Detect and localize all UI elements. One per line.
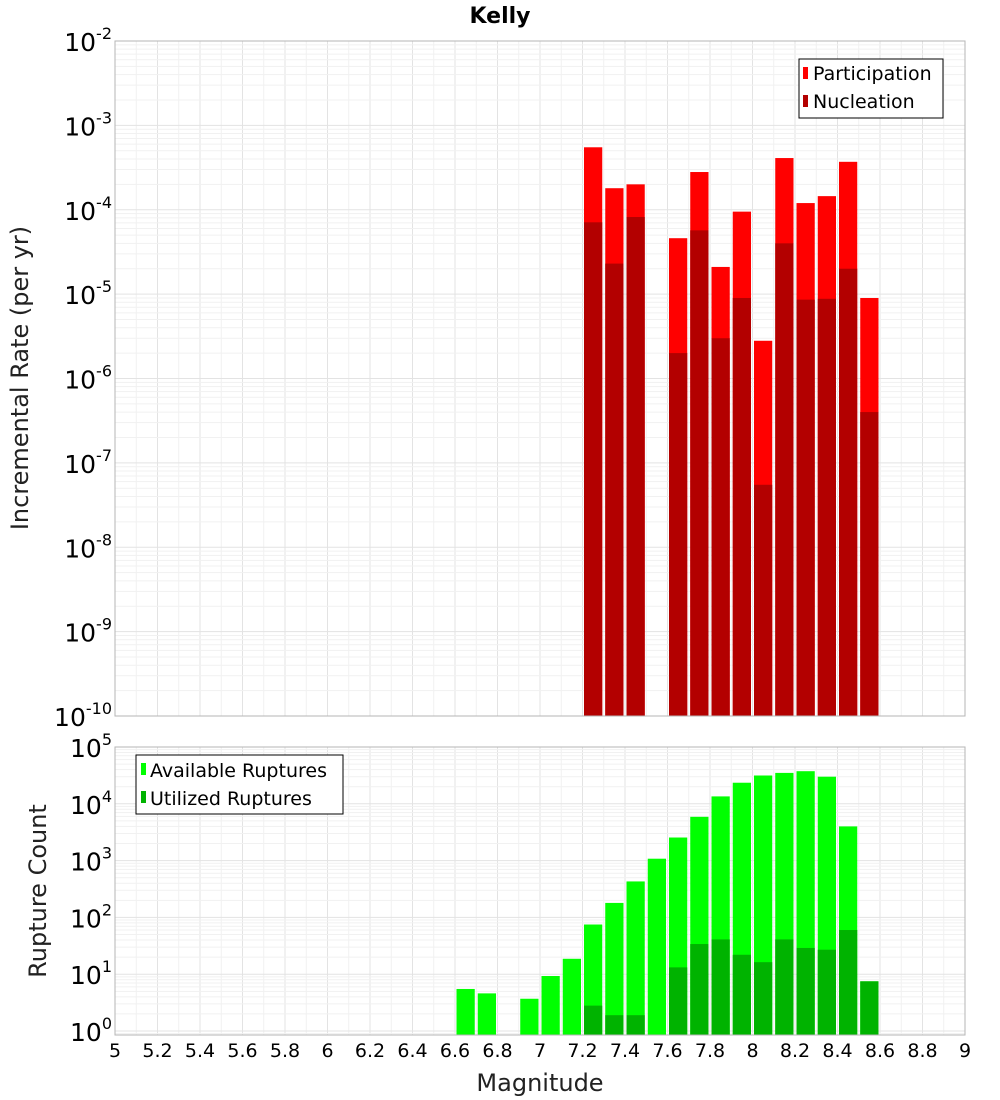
participation-legend-label: Participation [813,63,932,85]
x-tick-label: 7 [534,1040,546,1062]
count-legend-box [135,754,344,815]
rate-y-tick-label: 10-5 [64,277,112,310]
available-legend-label: Available Ruptures [150,760,327,782]
count-bar-utilized-ruptures [605,1015,624,1035]
count-y-tick-label: 100 [70,1014,112,1047]
nucleation-legend-swatch [803,95,808,107]
rate-y-tick-label: 10-4 [64,193,112,226]
rate-plot-grid [114,41,966,717]
rate-bar-nucleation [605,263,624,716]
count-bar-utilized-ruptures [860,981,879,1035]
rate-bar-nucleation [711,338,730,716]
participation-legend-swatch [803,67,808,79]
x-tick-label: 7.2 [567,1040,597,1062]
x-tick-label: 6.4 [397,1040,427,1062]
x-tick-label: 7.8 [695,1040,725,1062]
count-bar-utilized-ruptures [690,944,709,1035]
rate-y-tick-label: 10-2 [64,24,112,57]
count-plot-bars [456,771,879,1035]
count-bar-available-ruptures [541,976,560,1035]
rate-y-tick-label: 10-8 [64,530,112,563]
rate-bar-nucleation [775,243,794,717]
count-y-tick-label: 101 [70,957,112,990]
x-tick-label: 5.8 [270,1040,300,1062]
rate-y-tick-label: 10-6 [64,362,112,395]
count-bar-utilized-ruptures [711,939,730,1035]
x-tick-label: 6.8 [482,1040,512,1062]
x-axis-ticks: 5 5.2 5.4 5.6 5.8 6 6.2 6.4 6.6 6.8 7 7.2 7.4 7.6 7.8 8… [109,1040,971,1062]
rate-bar-nucleation [796,299,815,716]
x-tick-label: 6.2 [355,1040,385,1062]
chart-title: Kelly [469,4,530,29]
count-bar-utilized-ruptures [839,930,858,1035]
count-plot-y-axis-title: Rupture Count [24,804,52,978]
rate-plot-frame [114,40,966,717]
nucleation-legend-label: Nucleation [813,91,915,113]
count-plot-legend: Available Ruptures Utilized Ruptures [135,754,344,815]
rate-y-tick-label: 10-7 [64,446,112,479]
x-tick-label: 5.6 [227,1040,257,1062]
count-bar-utilized-ruptures [732,954,751,1035]
count-y-tick-label: 105 [70,730,112,763]
count-plot-y-ticks: 100 101 102 103 104 105 [70,730,112,1047]
rate-bar-nucleation [754,484,773,716]
rate-bar-nucleation [584,222,603,716]
count-bar-utilized-ruptures [584,1005,603,1035]
rate-plot-y-axis-title: Incremental Rate (per yr) [6,226,34,530]
rate-bar-nucleation [669,353,688,716]
count-bar-available-ruptures [647,858,666,1035]
x-tick-label: 7.4 [610,1040,640,1062]
count-bar-available-ruptures [456,988,475,1035]
rate-bar-nucleation [626,217,645,716]
x-axis-title: Magnitude [476,1069,603,1097]
rate-y-tick-label: 10-3 [64,108,112,141]
rate-bar-nucleation [839,268,858,716]
count-y-tick-label: 103 [70,844,112,877]
x-tick-label: 7.6 [652,1040,682,1062]
x-tick-label: 6.6 [440,1040,470,1062]
utilized-legend-swatch [141,791,146,803]
utilized-legend-label: Utilized Ruptures [150,788,312,810]
rate-plot: 10-10 10-9 10-8 10-7 10-6 10-5 10-4 10-3 10-2 In… [6,24,966,732]
x-tick-label: 5.4 [185,1040,215,1062]
rate-bar-nucleation [817,298,836,716]
count-plot-frame [114,746,966,1036]
x-tick-label: 5 [109,1040,121,1062]
x-tick-label: 8.2 [780,1040,810,1062]
count-y-tick-label: 104 [70,787,112,820]
available-legend-swatch [141,763,146,775]
rate-plot-bars [584,147,879,717]
x-tick-label: 5.2 [142,1040,172,1062]
count-bar-available-ruptures [520,998,539,1035]
count-bar-available-ruptures [605,902,624,1035]
rate-y-tick-label: 10-10 [54,699,112,732]
x-tick-label: 8 [746,1040,758,1062]
rate-plot-legend: Participation Nucleation [798,58,944,119]
rate-legend-box [798,58,944,119]
x-tick-label: 8.8 [907,1040,937,1062]
count-bar-utilized-ruptures [626,1015,645,1035]
count-bar-available-ruptures [562,958,581,1035]
count-y-tick-label: 102 [70,900,112,933]
rate-bar-nucleation [732,297,751,716]
count-bar-utilized-ruptures [669,967,688,1035]
count-plot: 100 101 102 103 104 105 5 5.2 5.4 5.6 5.8 6 6.2 6.4 6… [24,730,971,1097]
rate-bar-nucleation [690,230,709,716]
count-bar-utilized-ruptures [754,962,773,1035]
rate-y-tick-label: 10-9 [64,615,112,648]
x-tick-label: 6 [321,1040,333,1062]
x-tick-label: 8.4 [822,1040,852,1062]
count-bar-utilized-ruptures [775,939,794,1035]
count-bar-available-ruptures [626,881,645,1035]
rate-plot-y-ticks: 10-10 10-9 10-8 10-7 10-6 10-5 10-4 10-3 10-2 [54,24,112,732]
rate-bar-nucleation [860,412,879,716]
count-bar-utilized-ruptures [817,949,836,1035]
x-tick-label: 9 [959,1040,971,1062]
x-tick-label: 8.6 [865,1040,895,1062]
count-bar-utilized-ruptures [796,947,815,1035]
count-bar-available-ruptures [477,993,496,1035]
